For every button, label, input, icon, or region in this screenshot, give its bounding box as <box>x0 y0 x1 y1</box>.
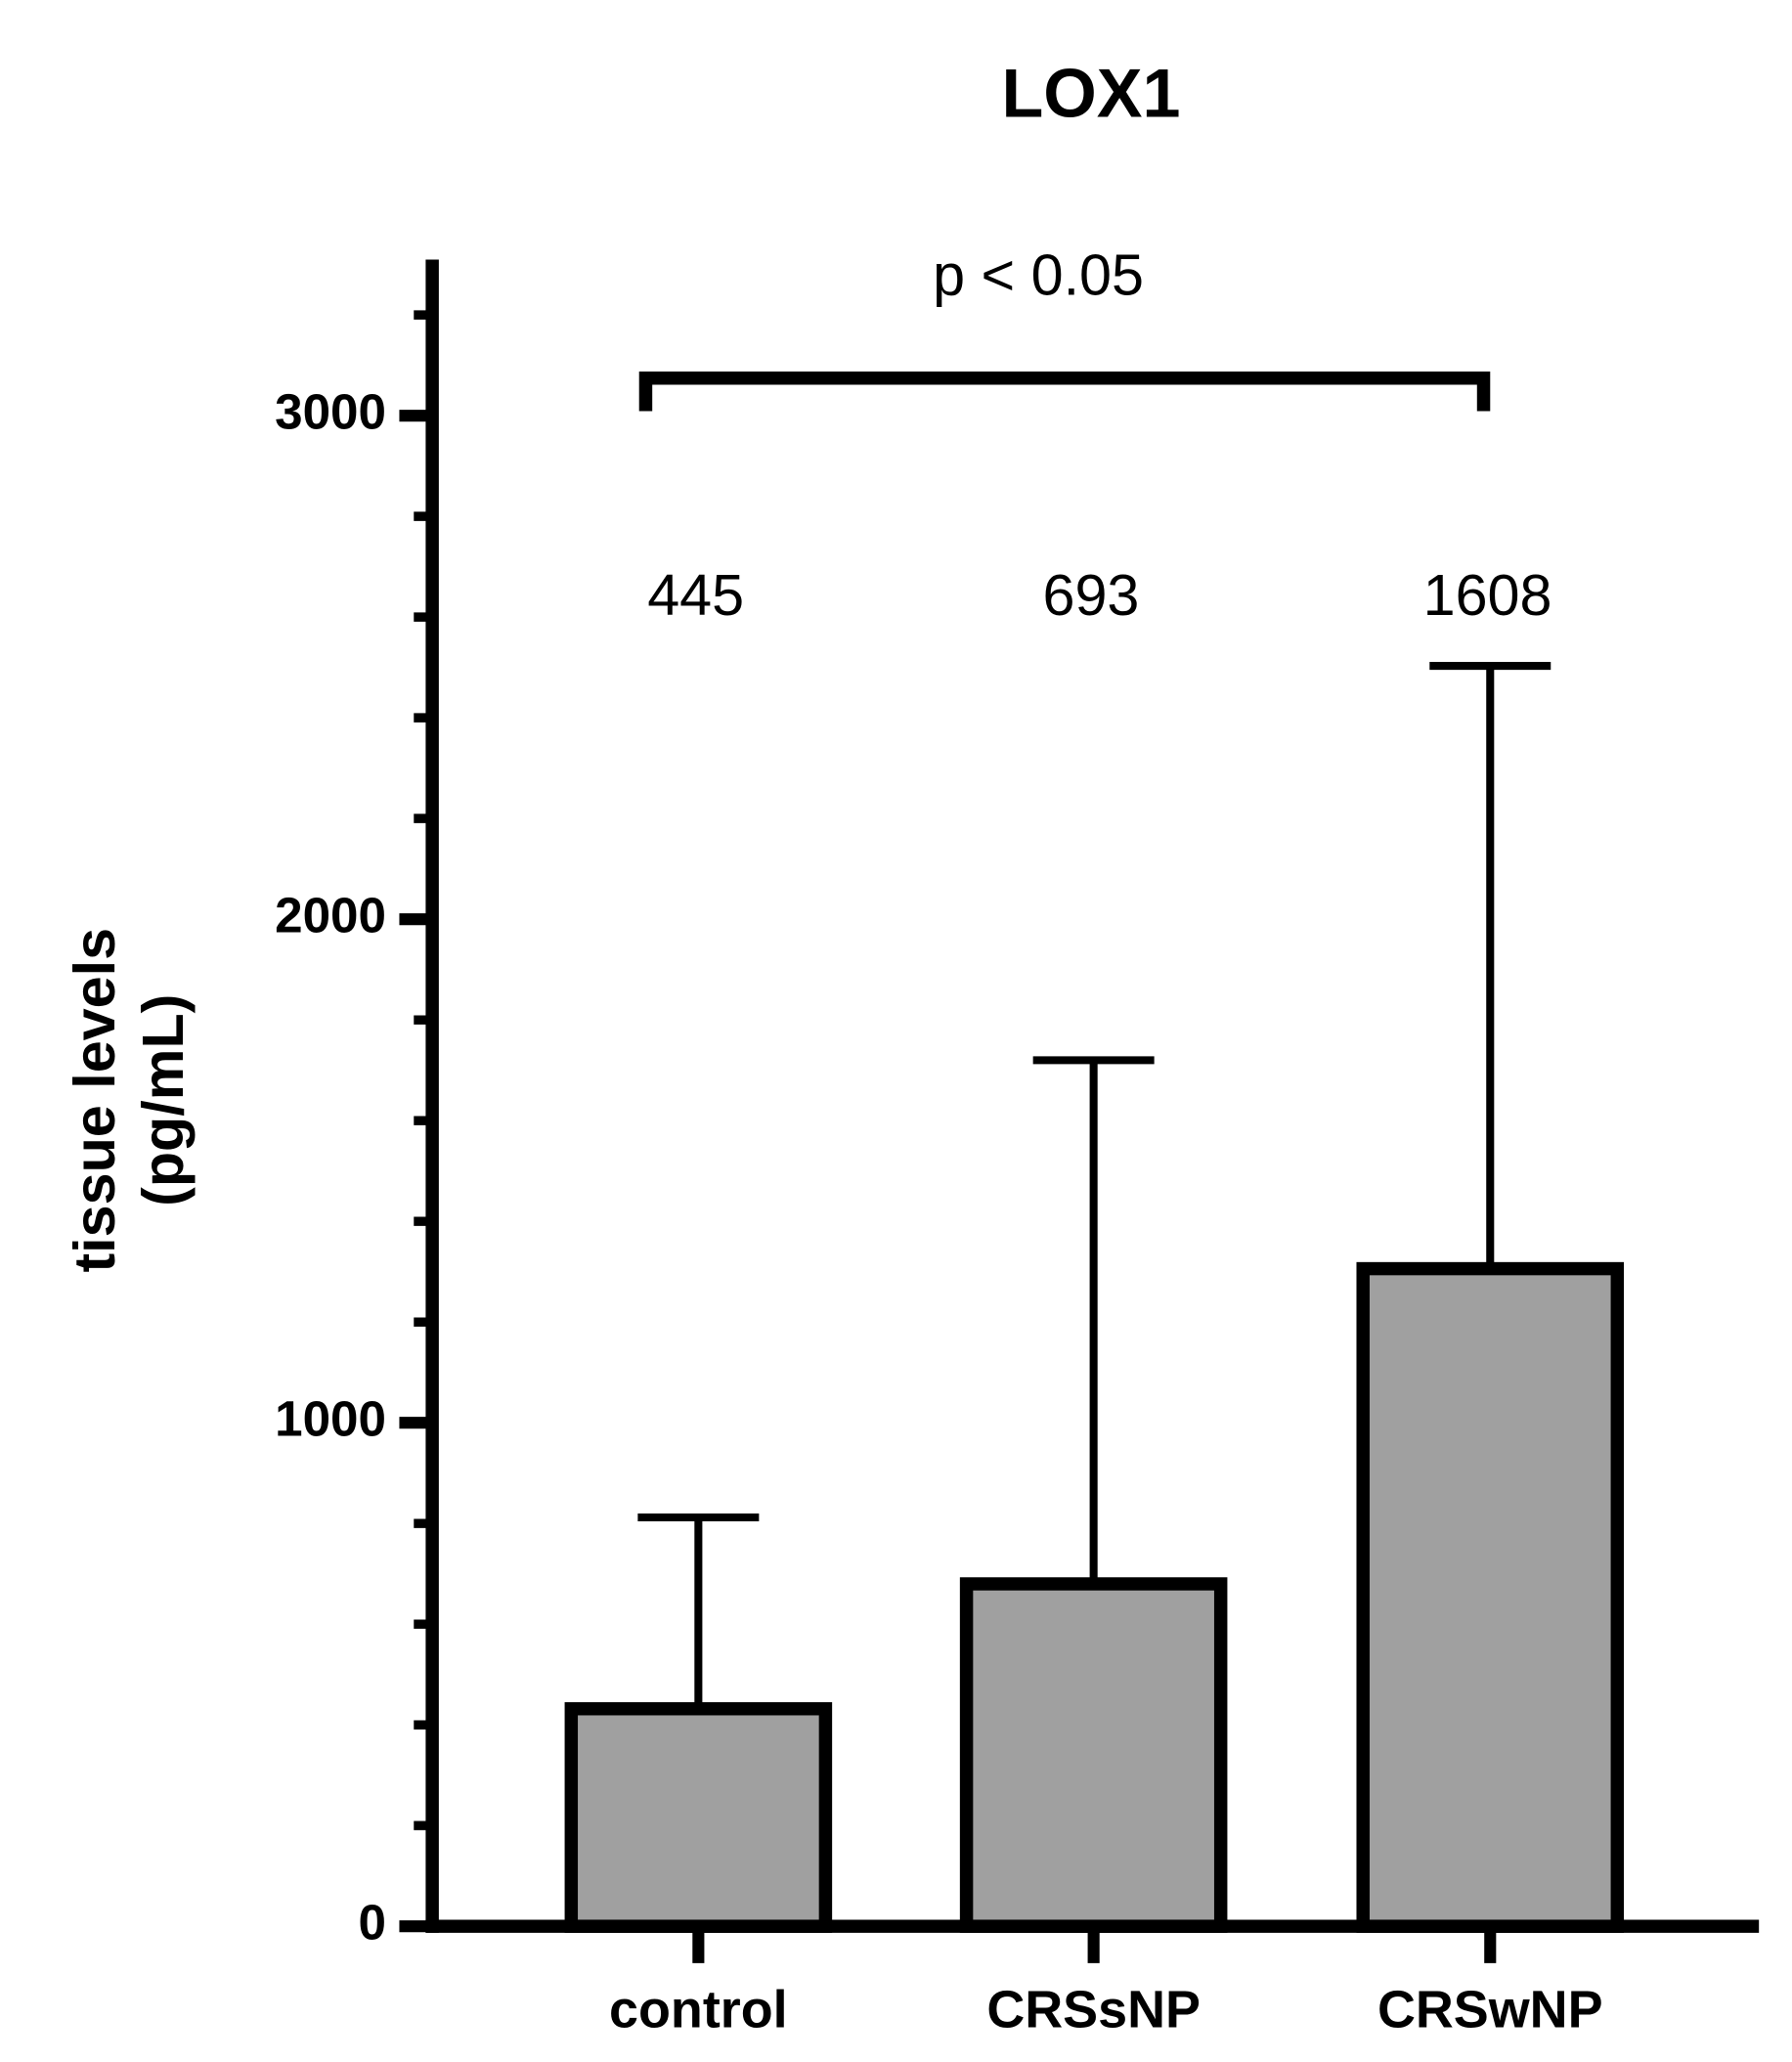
annotation: 693 <box>1042 562 1139 628</box>
significance-bracket <box>638 372 1491 412</box>
y-tick-label: 3000 <box>275 384 386 440</box>
bar <box>1356 1261 1625 1933</box>
y-axis-title-line: tissue levels <box>62 928 127 1273</box>
x-tick-label: CRSsNP <box>986 1980 1201 2039</box>
y-tick-label: 1000 <box>275 1391 386 1447</box>
chart-title: LOX1 <box>1001 56 1180 132</box>
x-tick-label: CRSwNP <box>1377 1980 1603 2039</box>
bar <box>564 1701 833 1933</box>
annotation: 445 <box>647 562 744 628</box>
x-tick-label: control <box>609 1980 788 2039</box>
significance-label: p < 0.05 <box>933 241 1144 307</box>
annotation: 1608 <box>1423 562 1552 628</box>
y-axis-title: tissue levels (pg/mL) <box>62 928 196 1273</box>
y-tick-label: 2000 <box>275 888 386 943</box>
y-axis-title-line: (pg/mL) <box>130 994 196 1206</box>
y-tick-label: 0 <box>359 1895 386 1951</box>
bar <box>959 1577 1228 1933</box>
